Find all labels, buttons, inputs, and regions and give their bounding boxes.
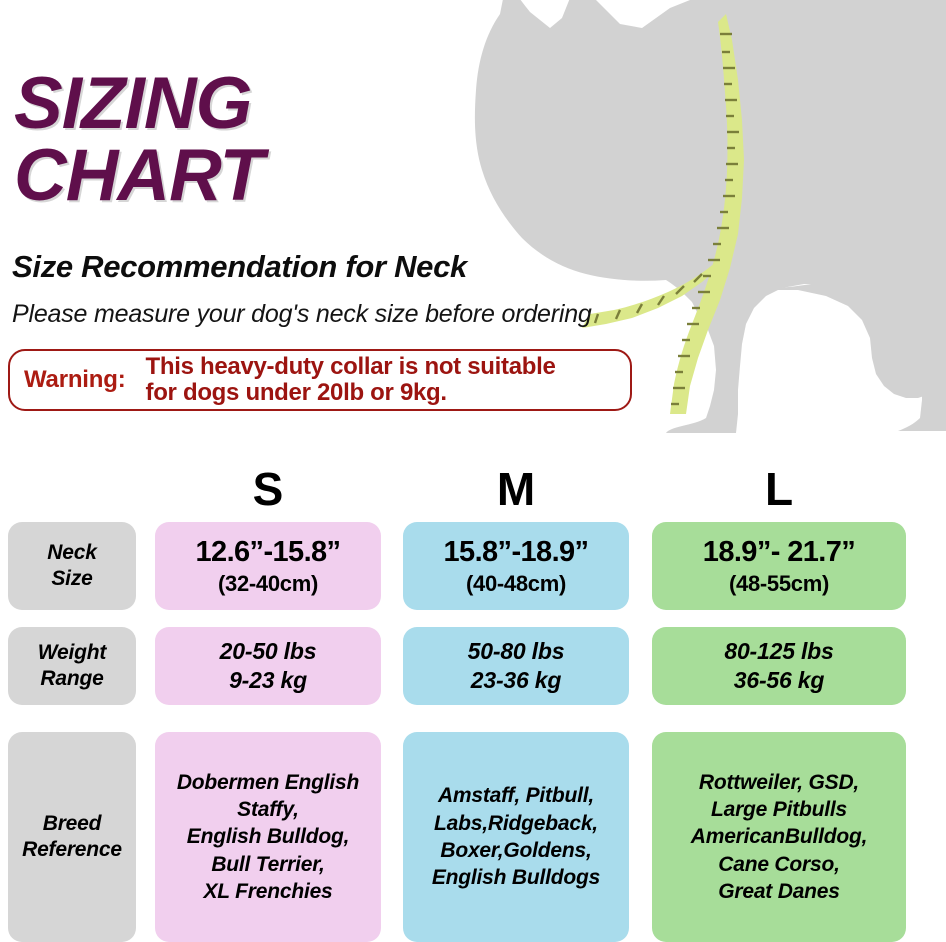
cell-breed-reference-s-list: Dobermen English Staffy, English Bulldog…: [171, 769, 365, 905]
cell-neck-size-s: 12.6”-15.8” (32-40cm): [155, 522, 381, 610]
row-label-neck-size-line-1: Neck: [47, 541, 97, 565]
cell-breed-reference-l-list: Rottweiler, GSD, Large Pitbulls American…: [685, 769, 874, 905]
cell-weight-range-m-kg: 23-36 kg: [470, 667, 562, 693]
breed-s-line-1: Dobermen English: [176, 770, 360, 794]
page-title: SIZING CHART: [14, 63, 534, 217]
breed-l-line-3: AmericanBulldog,: [690, 825, 868, 849]
cell-neck-size-s-cm: (32-40cm): [217, 570, 319, 596]
breed-m-line-3: Boxer,Goldens,: [440, 839, 592, 862]
row-label-neck-size: Neck Size: [8, 522, 136, 610]
breed-m-line-2: Labs,Ridgeback,: [434, 811, 598, 835]
size-header-m: M: [496, 463, 536, 515]
warning-label: Warning:: [24, 366, 126, 393]
cell-neck-size-m-inches: 15.8”-18.9”: [443, 535, 590, 568]
cell-neck-size-l-cm: (48-55cm): [728, 570, 830, 596]
row-label-weight-range: Weight Range: [8, 627, 136, 705]
subtitle: Size Recommendation for Neck: [12, 249, 467, 284]
cell-weight-range-l-lbs: 80-125 lbs: [724, 637, 834, 664]
row-label-neck-size-line-2: Size: [51, 567, 93, 590]
breed-m-line-4: English Bulldogs: [431, 866, 601, 890]
cell-breed-reference-m: Amstaff, Pitbull, Labs,Ridgeback, Boxer,…: [403, 732, 629, 942]
size-header-s: S: [252, 463, 284, 515]
breed-m-line-1: Amstaff, Pitbull,: [437, 784, 595, 808]
row-label-weight-range-line-2: Range: [40, 667, 104, 690]
row-label-breed-reference-line-1: Breed: [42, 812, 102, 836]
warning-box: Warning: This heavy-duty collar is not s…: [8, 349, 632, 411]
cell-breed-reference-m-list: Amstaff, Pitbull, Labs,Ridgeback, Boxer,…: [426, 782, 606, 891]
breed-l-line-4: Cane Corso,: [718, 852, 840, 876]
cell-weight-range-l-kg: 36-56 kg: [733, 667, 825, 693]
breed-l-line-2: Large Pitbulls: [710, 798, 848, 822]
row-label-weight-range-line-1: Weight: [37, 641, 107, 665]
size-header-l: L: [764, 463, 794, 515]
cell-weight-range-m: 50-80 lbs 23-36 kg: [403, 627, 629, 705]
breed-s-line-5: XL Frenchies: [203, 879, 333, 903]
cell-neck-size-m: 15.8”-18.9” (40-48cm): [403, 522, 629, 610]
breed-s-line-3: English Bulldog,: [186, 825, 350, 849]
page-title-line-1: SIZING: [14, 63, 252, 144]
cell-breed-reference-s: Dobermen English Staffy, English Bulldog…: [155, 732, 381, 942]
warning-message-line-2: for dogs under 20lb or 9kg.: [145, 379, 448, 406]
cell-weight-range-s-kg: 9-23 kg: [229, 667, 307, 693]
cell-weight-range-m-lbs: 50-80 lbs: [467, 637, 565, 664]
breed-s-line-2: Staffy,: [237, 798, 299, 822]
breed-l-line-1: Rottweiler, GSD,: [698, 770, 860, 794]
cell-weight-range-s: 20-50 lbs 9-23 kg: [155, 627, 381, 705]
breed-s-line-4: Bull Terrier,: [211, 852, 325, 876]
row-label-breed-reference-line-2: Reference: [22, 838, 122, 861]
row-label-breed-reference: Breed Reference: [8, 732, 136, 942]
cell-neck-size-l-inches: 18.9”- 21.7”: [702, 535, 856, 568]
warning-message-line-1: This heavy-duty collar is not suitable: [145, 353, 556, 381]
cell-neck-size-s-inches: 12.6”-15.8”: [195, 535, 342, 568]
instruction-text: Please measure your dog's neck size befo…: [12, 300, 592, 328]
cell-breed-reference-l: Rottweiler, GSD, Large Pitbulls American…: [652, 732, 906, 942]
page-title-line-2: CHART: [14, 135, 264, 217]
breed-l-line-5: Great Danes: [718, 879, 840, 903]
cell-weight-range-l: 80-125 lbs 36-56 kg: [652, 627, 906, 705]
cell-neck-size-l: 18.9”- 21.7” (48-55cm): [652, 522, 906, 610]
cell-weight-range-s-lbs: 20-50 lbs: [219, 637, 317, 664]
warning-message: This heavy-duty collar is not suitable f…: [146, 354, 556, 405]
cell-neck-size-m-cm: (40-48cm): [465, 570, 567, 596]
